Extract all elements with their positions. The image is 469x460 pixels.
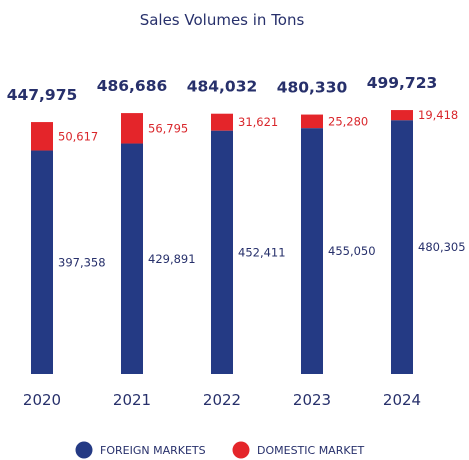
bar-domestic-2023: [301, 114, 323, 129]
label-foreign-2022: 452,411: [238, 245, 286, 259]
xtick-2024: 2024: [383, 391, 421, 409]
bar-domestic-2022: [211, 113, 233, 131]
legend: FOREIGN MARKETS DOMESTIC MARKET: [75, 441, 365, 459]
xtick-2023: 2023: [293, 391, 331, 409]
bar-foreign-2023: [301, 128, 323, 374]
label-foreign-2023: 455,050: [328, 244, 376, 258]
label-total-2020: 447,975: [7, 86, 78, 104]
label-domestic-2021: 56,795: [148, 121, 188, 135]
bar-foreign-2020: [31, 150, 53, 374]
legend-foreign-marker: [75, 441, 93, 459]
legend-domestic-label: DOMESTIC MARKET: [257, 444, 365, 457]
xtick-2020: 2020: [23, 391, 61, 409]
label-total-2023: 480,330: [277, 79, 348, 97]
label-total-2021: 486,686: [97, 77, 168, 95]
label-domestic-2024: 19,418: [418, 108, 458, 122]
bar-domestic-2021: [121, 113, 143, 144]
bar-foreign-2021: [121, 143, 143, 374]
bar-foreign-2022: [211, 130, 233, 374]
bar-domestic-2020: [31, 122, 53, 151]
label-foreign-2024: 480,305: [418, 240, 466, 254]
label-foreign-2021: 429,891: [148, 252, 196, 266]
bar-foreign-2024: [391, 120, 413, 374]
label-total-2022: 484,032: [187, 78, 258, 96]
xtick-2022: 2022: [203, 391, 241, 409]
label-total-2024: 499,723: [367, 74, 438, 92]
label-foreign-2020: 397,358: [58, 255, 106, 269]
label-domestic-2023: 25,280: [328, 114, 368, 128]
xtick-2021: 2021: [113, 391, 151, 409]
legend-foreign-label: FOREIGN MARKETS: [100, 444, 206, 457]
bars-group: 50,617 397,358 447,975 2020 56,795 429,891 486…: [7, 74, 466, 409]
label-domestic-2020: 50,617: [58, 129, 98, 143]
bar-domestic-2024: [391, 110, 413, 121]
label-domestic-2022: 31,621: [238, 115, 278, 129]
chart-title: Sales Volumes in Tons: [140, 11, 305, 29]
legend-domestic-marker: [232, 441, 250, 459]
